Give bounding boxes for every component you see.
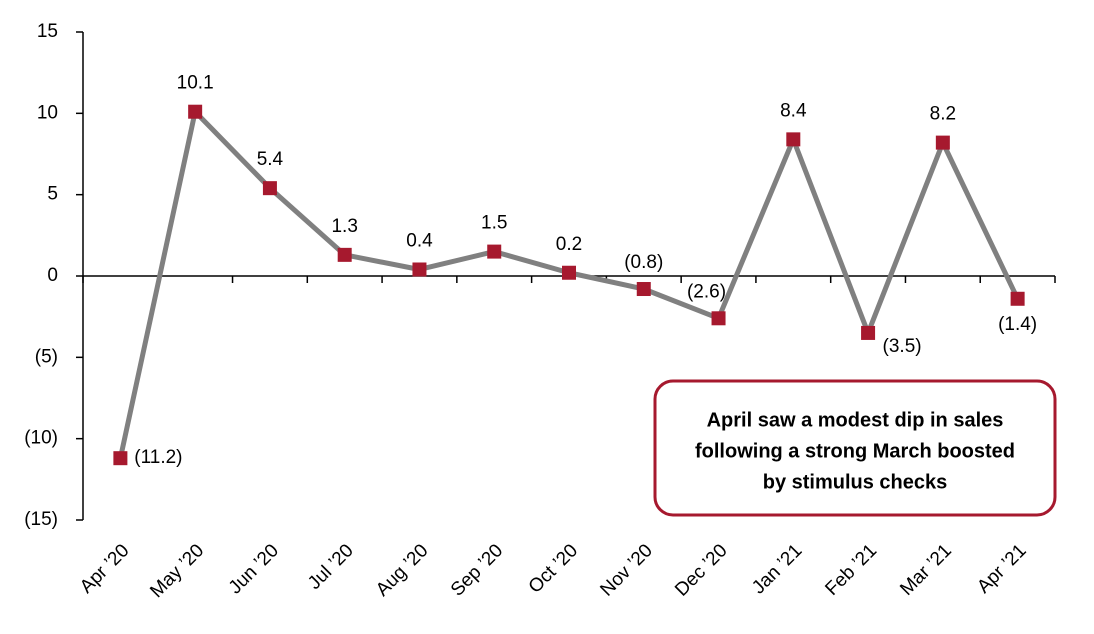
- annotation-text: April saw a modest dip in sales: [707, 409, 1004, 431]
- point-marker: [562, 265, 576, 280]
- x-tick-label: Jan ’21: [748, 540, 806, 598]
- x-tick-label: May ’20: [146, 540, 208, 602]
- point-marker: [487, 244, 502, 259]
- x-tick-label: Nov ’20: [596, 540, 656, 600]
- x-tick-label: Apr ’21: [973, 540, 1030, 597]
- x-tick-label: Aug ’20: [372, 540, 432, 600]
- point-marker: [711, 311, 726, 326]
- point-marker: [861, 325, 876, 340]
- data-label: 0.2: [556, 234, 582, 255]
- y-tick-label: 0: [47, 265, 58, 286]
- point-marker: [113, 451, 128, 466]
- data-label: 8.4: [780, 100, 807, 121]
- x-tick-label: Mar ’21: [896, 540, 956, 600]
- annotation-text: following a strong March boosted: [695, 440, 1015, 462]
- annotation-text: by stimulus checks: [763, 471, 948, 493]
- annotation-box: [653, 379, 1057, 517]
- data-label: 0.4: [406, 231, 433, 252]
- data-label: (3.5): [883, 336, 922, 357]
- data-label: 5.4: [257, 149, 284, 170]
- point-marker: [262, 181, 277, 196]
- y-tick-label: 5: [47, 184, 58, 205]
- x-tick-label: Feb ’21: [821, 540, 881, 600]
- point-marker: [337, 247, 352, 262]
- y-tick-label: (10): [24, 428, 58, 449]
- y-tick-label: 15: [37, 21, 58, 42]
- data-label: (1.4): [998, 314, 1037, 335]
- x-tick-label: Oct ’20: [525, 540, 582, 597]
- point-marker: [636, 282, 651, 297]
- data-label: (11.2): [134, 447, 182, 468]
- y-tick-label: (15): [24, 509, 58, 530]
- point-marker: [1010, 291, 1025, 306]
- x-tick-label: Dec ’20: [671, 540, 731, 600]
- data-label: (0.8): [624, 252, 663, 273]
- point-marker: [935, 135, 950, 150]
- data-label: 10.1: [177, 73, 214, 94]
- x-tick-label: Jul ’20: [304, 540, 358, 594]
- data-label: 1.5: [481, 213, 507, 234]
- point-marker: [188, 104, 203, 119]
- x-tick-label: Apr ’20: [76, 540, 133, 597]
- x-tick-label: Jun ’20: [225, 540, 283, 598]
- x-tick-label: Sep ’20: [447, 540, 507, 600]
- y-tick-label: 10: [37, 102, 58, 123]
- data-label: 1.3: [331, 216, 357, 237]
- point-marker: [412, 262, 427, 277]
- y-tick-label: (5): [35, 346, 58, 367]
- point-marker: [786, 132, 801, 147]
- data-label: 8.2: [930, 104, 956, 125]
- data-label: (2.6): [687, 281, 726, 302]
